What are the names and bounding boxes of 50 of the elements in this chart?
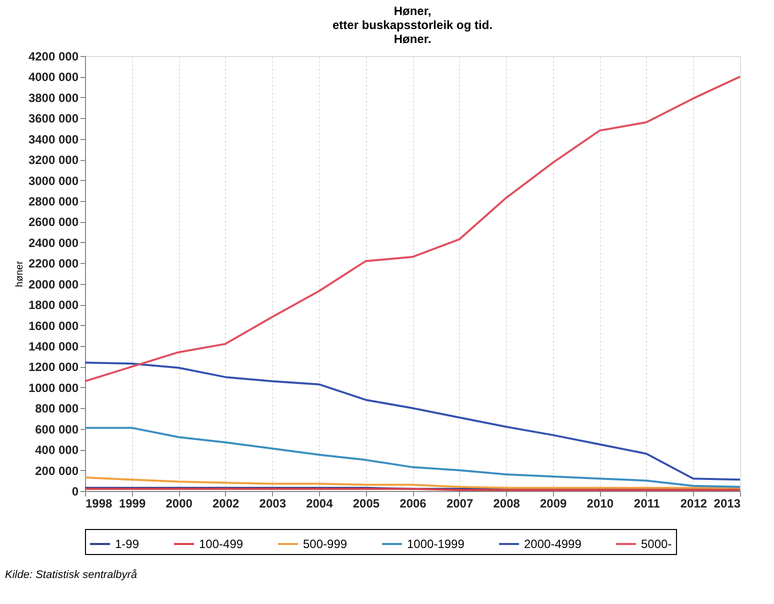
y-tick-label: 2800 000 (28, 194, 79, 208)
x-tick-label: 2012 (680, 496, 708, 510)
x-tick-label: 2003 (259, 496, 286, 510)
x-tick-label: 2008 (493, 496, 520, 510)
y-tick-label: 3800 000 (28, 90, 79, 105)
x-tick-label: 2013 (714, 496, 741, 510)
line-series (84, 426, 741, 488)
y-axis-title: høner (14, 260, 26, 288)
y-tick-label: 1400 000 (28, 340, 79, 354)
x-tick-label: 2006 (400, 496, 427, 510)
x-tick-label: 2007 (446, 496, 474, 510)
y-tick-label: 600 000 (35, 422, 79, 436)
y-tick-label: 2000 000 (28, 277, 79, 292)
y-tick-label: 3400 000 (28, 132, 79, 146)
legend-label: 500-999 (303, 537, 348, 551)
x-tick-label: 1999 (118, 496, 146, 510)
y-tick-label: 2200 000 (28, 256, 79, 271)
y-tick-label: 1200 000 (28, 360, 79, 374)
y-tick-label: 2600 000 (28, 215, 79, 230)
line-series (84, 476, 741, 489)
x-tick-label: 2009 (540, 496, 568, 510)
y-tick-label: 1800 000 (28, 298, 79, 312)
y-tick-label: 3200 000 (28, 153, 79, 168)
legend-label: 1-99 (115, 537, 140, 551)
y-tick-label: 1000 000 (28, 380, 79, 395)
x-tick-label: 2002 (212, 496, 240, 510)
x-tick-label: 2010 (586, 496, 614, 510)
y-tick-label: 0 (72, 484, 79, 498)
y-tick-label: 200 000 (35, 464, 79, 478)
y-tick-label: 3600 000 (28, 112, 79, 126)
y-tick-label: 3000 000 (28, 174, 79, 188)
text: Kilde: Statistisk sentralbyrå (5, 569, 138, 581)
line-series (84, 362, 741, 481)
y-tick-label: 4200 000 (28, 50, 79, 64)
chart-title: Høner, etter buskapsstorleik og tid. Høner. (332, 4, 493, 46)
legend-label: 1000-1999 (407, 537, 465, 551)
y-tick-label: 2400 000 (28, 236, 79, 250)
y-tick-label: 1600 000 (28, 318, 79, 333)
y-tick-label: 4000 000 (28, 70, 79, 84)
line-series (84, 76, 741, 382)
legend-label: 2000-4999 (524, 537, 582, 551)
x-tick-label: 2004 (306, 496, 334, 510)
x-tick-label: 2011 (634, 496, 660, 510)
y-tick-label: 800 000 (35, 402, 79, 416)
x-tick-label: 2005 (352, 496, 380, 510)
legend-label: 5000- (641, 537, 672, 551)
legend-label: 100-499 (199, 537, 244, 551)
x-tick-label: 2000 (166, 496, 193, 510)
x-tick-label: 1998 (86, 496, 113, 510)
y-tick-label: 400 000 (35, 443, 79, 458)
